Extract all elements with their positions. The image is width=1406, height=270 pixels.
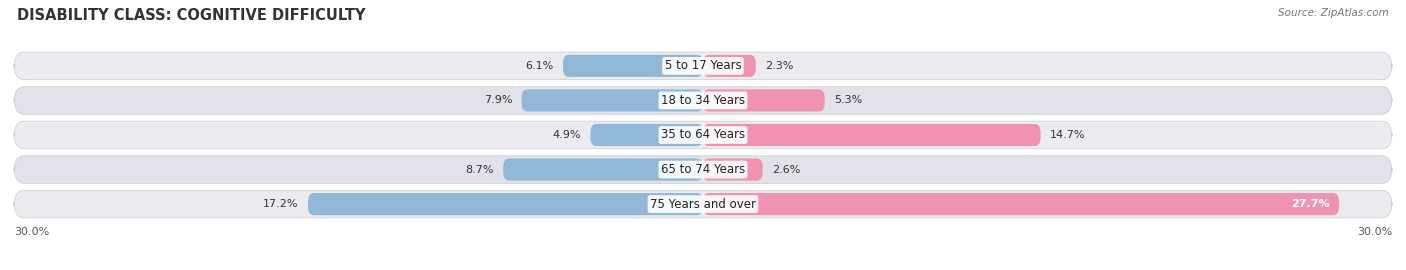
Text: 2.6%: 2.6% (772, 164, 800, 175)
Text: 5 to 17 Years: 5 to 17 Years (665, 59, 741, 72)
Text: 30.0%: 30.0% (14, 227, 49, 237)
Text: 4.9%: 4.9% (553, 130, 581, 140)
FancyBboxPatch shape (503, 158, 703, 181)
FancyBboxPatch shape (562, 55, 703, 77)
Text: 65 to 74 Years: 65 to 74 Years (661, 163, 745, 176)
FancyBboxPatch shape (14, 156, 1392, 183)
FancyBboxPatch shape (703, 124, 1040, 146)
FancyBboxPatch shape (703, 55, 756, 77)
Text: 35 to 64 Years: 35 to 64 Years (661, 129, 745, 141)
FancyBboxPatch shape (591, 124, 703, 146)
Text: DISABILITY CLASS: COGNITIVE DIFFICULTY: DISABILITY CLASS: COGNITIVE DIFFICULTY (17, 8, 366, 23)
FancyBboxPatch shape (14, 121, 1392, 149)
Text: 14.7%: 14.7% (1050, 130, 1085, 140)
Text: 2.3%: 2.3% (765, 61, 793, 71)
Text: 5.3%: 5.3% (834, 95, 862, 106)
FancyBboxPatch shape (522, 89, 703, 112)
FancyBboxPatch shape (308, 193, 703, 215)
FancyBboxPatch shape (703, 193, 1339, 215)
FancyBboxPatch shape (703, 158, 762, 181)
Text: Source: ZipAtlas.com: Source: ZipAtlas.com (1278, 8, 1389, 18)
FancyBboxPatch shape (14, 52, 1392, 80)
FancyBboxPatch shape (14, 87, 1392, 114)
Text: 75 Years and over: 75 Years and over (650, 198, 756, 211)
Text: 7.9%: 7.9% (484, 95, 512, 106)
FancyBboxPatch shape (14, 190, 1392, 218)
FancyBboxPatch shape (703, 89, 825, 112)
Text: 30.0%: 30.0% (1357, 227, 1392, 237)
Text: 27.7%: 27.7% (1291, 199, 1330, 209)
Text: 6.1%: 6.1% (526, 61, 554, 71)
Text: 8.7%: 8.7% (465, 164, 494, 175)
Text: 17.2%: 17.2% (263, 199, 299, 209)
Text: 18 to 34 Years: 18 to 34 Years (661, 94, 745, 107)
